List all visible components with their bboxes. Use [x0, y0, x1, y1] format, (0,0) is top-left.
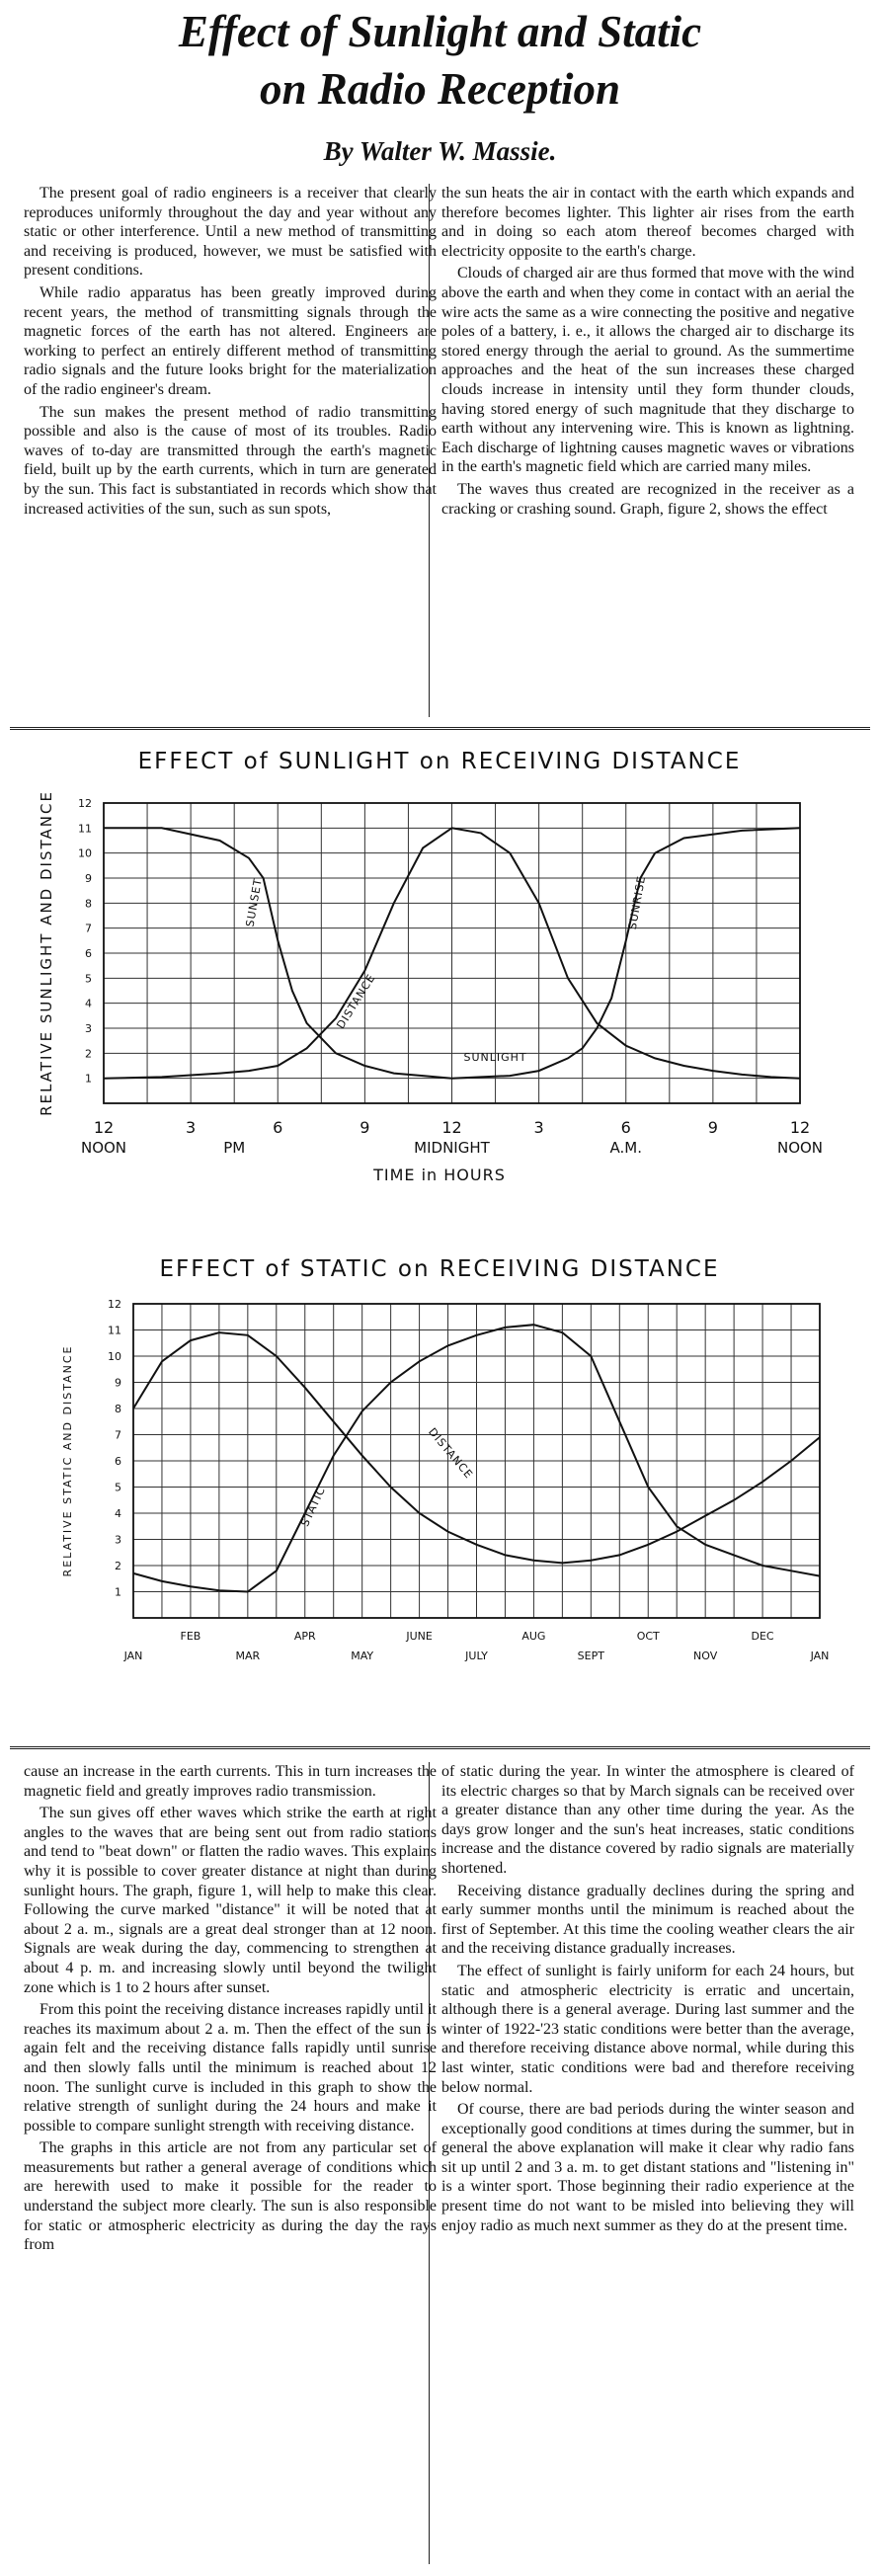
article-byline: By Walter W. Massie.	[323, 136, 557, 166]
x-tick-label: APR	[294, 1630, 316, 1643]
x-period-label: A.M.	[610, 1139, 642, 1157]
y-axis-label: RELATIVE STATIC AND DISTANCE	[61, 1345, 74, 1577]
y-tick-label: 4	[115, 1507, 121, 1520]
paragraph: cause an increase in the earth currents.…	[24, 1763, 437, 1800]
paragraph: From this point the receiving distance i…	[24, 2001, 437, 2134]
x-tick-label: 3	[534, 1118, 544, 1137]
series-line-static	[132, 1324, 821, 1593]
chart-title: EFFECT of SUNLIGHT on RECEIVING DISTANCE	[138, 749, 742, 774]
curve-annotation: DISTANCE	[334, 972, 377, 1031]
y-tick-label: 10	[108, 1350, 121, 1363]
y-tick-label: 5	[85, 972, 92, 985]
column-divider	[429, 1762, 430, 2564]
curve-annotation: SUNLIGHT	[463, 1051, 526, 1064]
y-tick-label: 7	[115, 1429, 121, 1442]
plot-frame	[103, 802, 801, 1104]
x-tick-label: 6	[273, 1118, 282, 1137]
x-tick-label: JUNE	[405, 1630, 433, 1643]
paragraph: Receiving distance gradually declines du…	[441, 1882, 854, 1958]
x-tick-label: AUG	[521, 1630, 545, 1643]
series-line-distance	[103, 827, 801, 1080]
paragraph: The waves thus created are recognized in…	[441, 480, 854, 518]
article-title-line-2: on Radio Reception	[259, 64, 620, 114]
x-tick-label: JAN	[123, 1650, 143, 1662]
y-tick-label: 9	[85, 872, 92, 885]
x-tick-label: 12	[94, 1118, 114, 1137]
y-tick-label: 1	[115, 1586, 121, 1599]
curve-annotation: SUNSET	[244, 877, 265, 927]
curve-annotation: SUNRISE	[626, 874, 648, 930]
y-tick-label: 9	[115, 1377, 121, 1390]
x-tick-label: DEC	[752, 1630, 774, 1643]
x-tick-label: 9	[360, 1118, 369, 1137]
paragraph: The graphs in this article are not from …	[24, 2139, 437, 2254]
paragraph: of static during the year. In winter the…	[441, 1763, 854, 1877]
section-rule	[10, 1746, 870, 1749]
y-tick-label: 11	[108, 1325, 121, 1337]
text-column-1: The present goal of radio engineers is a…	[24, 184, 437, 522]
x-tick-label: OCT	[637, 1630, 660, 1643]
x-tick-label: 6	[621, 1118, 631, 1137]
x-tick-label: 9	[708, 1118, 718, 1137]
x-period-label: MIDNIGHT	[414, 1139, 490, 1157]
x-tick-label: SEPT	[578, 1650, 605, 1662]
text-column-3: cause an increase in the earth currents.…	[24, 1762, 437, 2258]
x-axis-label: TIME in HOURS	[372, 1166, 506, 1184]
column-divider	[429, 184, 430, 717]
sunlight-distance-chart: EFFECT of SUNLIGHT on RECEIVING DISTANCE…	[38, 749, 823, 1184]
curve-annotation: STATIC	[298, 1485, 328, 1529]
y-tick-label: 3	[115, 1534, 121, 1547]
y-tick-label: 12	[108, 1298, 121, 1311]
plot-frame	[132, 1303, 821, 1619]
y-tick-label: 5	[115, 1482, 121, 1494]
y-tick-label: 12	[78, 797, 92, 810]
text-column-4: of static during the year. In winter the…	[441, 1762, 854, 2238]
y-tick-label: 3	[85, 1022, 92, 1035]
article-title-line-1: Effect of Sunlight and Static	[178, 7, 702, 56]
series-line-sunlight	[104, 827, 801, 1080]
paragraph: The sun makes the present method of radi…	[24, 403, 437, 518]
x-tick-label: MAR	[235, 1650, 260, 1662]
x-tick-label: 3	[186, 1118, 196, 1137]
x-tick-label: NOV	[693, 1650, 718, 1662]
x-period-label: NOON	[777, 1139, 823, 1157]
y-tick-label: 2	[85, 1047, 92, 1060]
series-line-distance	[132, 1331, 821, 1565]
paragraph: The sun gives off ether waves which stri…	[24, 1805, 437, 1996]
section-rule	[10, 727, 870, 730]
x-tick-label: 12	[441, 1118, 461, 1137]
paragraph: Of course, there are bad periods during …	[441, 2101, 854, 2234]
x-tick-label: MAY	[351, 1650, 373, 1662]
y-tick-label: 10	[78, 847, 92, 860]
x-tick-label: JAN	[810, 1650, 830, 1662]
paragraph: the sun heats the air in contact with th…	[441, 185, 854, 260]
paragraph: Clouds of charged air are thus formed th…	[441, 265, 854, 476]
y-tick-label: 2	[115, 1560, 121, 1572]
paragraph: The effect of sunlight is fairly uniform…	[441, 1962, 854, 2096]
x-tick-label: 12	[790, 1118, 810, 1137]
y-tick-label: 8	[85, 897, 92, 910]
curve-annotation: DISTANCE	[426, 1425, 475, 1482]
x-tick-label: JULY	[464, 1650, 488, 1662]
text-column-2: the sun heats the air in contact with th…	[441, 184, 854, 522]
static-distance-chart: EFFECT of STATIC on RECEIVING DISTANCE RE…	[61, 1256, 830, 1662]
y-tick-label: 7	[85, 923, 92, 935]
chart-title: EFFECT of STATIC on RECEIVING DISTANCE	[159, 1256, 719, 1282]
x-tick-label: FEB	[181, 1630, 201, 1643]
y-axis-label: RELATIVE SUNLIGHT AND DISTANCE	[38, 790, 55, 1116]
x-period-label: NOON	[81, 1139, 126, 1157]
y-tick-label: 1	[85, 1073, 92, 1086]
y-tick-label: 4	[85, 998, 92, 1010]
x-period-label: PM	[223, 1139, 245, 1157]
y-tick-label: 8	[115, 1403, 121, 1415]
y-tick-label: 6	[85, 947, 92, 960]
paragraph: While radio apparatus has been greatly i…	[24, 283, 437, 398]
y-tick-label: 11	[78, 822, 92, 835]
y-tick-label: 6	[115, 1455, 121, 1468]
paragraph: The present goal of radio engineers is a…	[24, 185, 437, 280]
